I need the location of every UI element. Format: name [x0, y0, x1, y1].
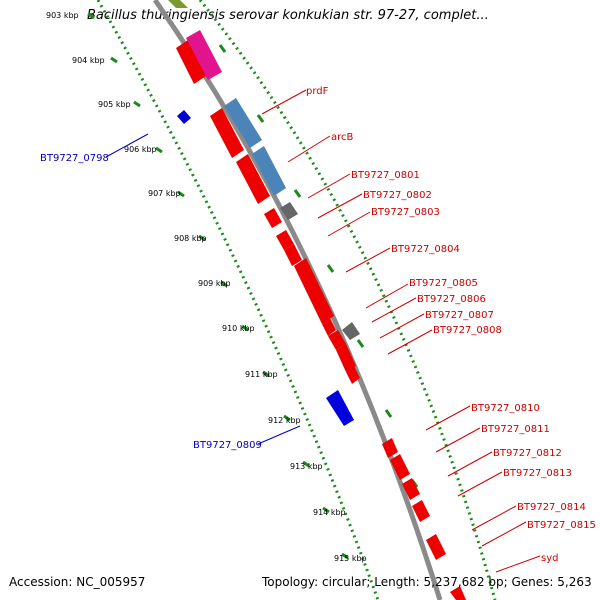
genome-backbone	[152, 0, 443, 600]
gene-arrow-red-0801	[210, 108, 244, 158]
right-labels: prdF arcB BT9727_0801 BT9727_0802 BT9727…	[261, 86, 596, 573]
gene-arrow-steel-prdF	[224, 98, 262, 148]
gene-label-BT9727_0803: BT9727_0803	[371, 207, 440, 218]
gene-label-BT9727_0802: BT9727_0802	[363, 190, 432, 201]
gene-arrow-red-small2	[322, 318, 336, 336]
gene-label-BT9727_0801: BT9727_0801	[351, 170, 420, 181]
tick-label: 912 kbp	[268, 416, 301, 425]
gene-arrow-red-0812	[402, 478, 420, 500]
gene-label-syd: syd	[541, 553, 558, 564]
tick-labels: 903 kbp 904 kbp 905 kbp 906 kbp 907 kbp …	[46, 11, 367, 563]
gene-label-BT9727_0807: BT9727_0807	[425, 310, 494, 321]
gene-arrow-red-syd	[450, 586, 466, 600]
inner-dotted-track	[198, 0, 497, 600]
gene-arrow-gray-0807	[342, 322, 360, 340]
gene-arrow-red-0815	[426, 534, 446, 560]
tick-label: 905 kbp	[98, 100, 131, 109]
gene-arrow-red-0804a	[276, 230, 294, 250]
gene-label-BT9727_0809: BT9727_0809	[193, 440, 262, 451]
map-title: Bacillus thuringiensis serovar konkukian…	[87, 8, 489, 23]
tick-label: 909 kbp	[198, 279, 231, 288]
gene-arrow-gray-0803	[280, 202, 298, 220]
gene-label-BT9727_0811: BT9727_0811	[481, 424, 550, 435]
tick-label: 914 kbp	[313, 508, 346, 517]
gene-label-BT9727_0814: BT9727_0814	[517, 502, 586, 513]
accession-text: Accession: NC_005957	[9, 575, 146, 589]
gene-arrow-red-0810	[382, 438, 398, 458]
tick-label: 913 kbp	[290, 462, 323, 471]
gene-arrow-blue-0809	[326, 390, 354, 426]
gene-label-BT9727_0805: BT9727_0805	[409, 278, 478, 289]
gene-arrow-red-0808b	[336, 344, 356, 372]
gene-arrow-red-0811	[390, 454, 410, 480]
gene-arrow-olive	[168, 0, 188, 8]
gene-arrow-magenta	[186, 30, 222, 80]
tick-label: 906 kbp	[124, 145, 157, 154]
tick-label: 910 kbp	[222, 324, 255, 333]
tick-label: 915 kbp	[334, 554, 367, 563]
gene-label-BT9727_0812: BT9727_0812	[493, 448, 562, 459]
gene-arrow-blue-0798	[177, 110, 191, 124]
summary-text: Topology: circular; Length: 5,237,682 bp…	[262, 575, 592, 589]
gene-arrow-red-small	[264, 208, 282, 228]
tick-label: 904 kbp	[72, 56, 105, 65]
gene-arrow-red-0808a	[328, 330, 346, 350]
gene-label-BT9727_0798: BT9727_0798	[40, 153, 109, 164]
gene-label-BT9727_0808: BT9727_0808	[433, 325, 502, 336]
gene-label-BT9727_0806: BT9727_0806	[417, 294, 486, 305]
gene-arrows	[168, 0, 466, 600]
outer-dotted-track	[96, 0, 380, 600]
inner-tick-marks	[218, 44, 442, 558]
gene-label-BT9727_0804: BT9727_0804	[391, 244, 460, 255]
gene-arrow-red-0813	[412, 500, 430, 522]
gene-label-arcB: arcB	[331, 132, 354, 143]
gene-arrow-red	[176, 40, 206, 84]
outer-tick-marks	[87, 12, 349, 560]
gene-arrow-red-0808c	[346, 366, 360, 384]
gene-label-prdF: prdF	[306, 86, 329, 97]
gene-label-BT9727_0813: BT9727_0813	[503, 468, 572, 479]
tick-label: 907 kbp	[148, 189, 181, 198]
tick-label: 911 kbp	[245, 370, 278, 379]
gene-arrow-steel-arcB	[252, 146, 286, 196]
gene-label-BT9727_0810: BT9727_0810	[471, 403, 540, 414]
gene-arrow-red-0805	[294, 258, 334, 324]
gene-arrow-red-0804b	[284, 244, 302, 266]
tick-label: 908 kbp	[174, 234, 207, 243]
gene-arrow-red-0802	[236, 154, 270, 204]
gene-label-BT9727_0815: BT9727_0815	[527, 520, 596, 531]
left-labels: BT9727_0798 BT9727_0809	[40, 133, 301, 451]
tick-label: 903 kbp	[46, 11, 79, 20]
